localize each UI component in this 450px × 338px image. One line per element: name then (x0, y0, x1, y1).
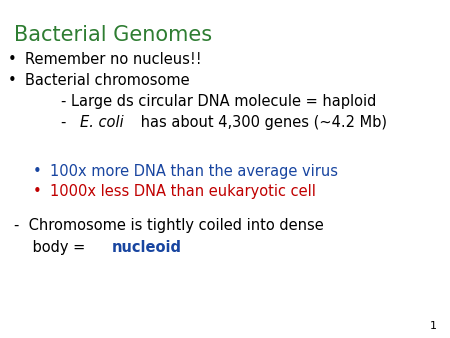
Text: 1000x less DNA than eukaryotic cell: 1000x less DNA than eukaryotic cell (50, 184, 315, 199)
Text: E. coli: E. coli (80, 115, 123, 130)
Text: - Large ds circular DNA molecule = haploid: - Large ds circular DNA molecule = haplo… (61, 94, 376, 109)
Text: Remember no nucleus!!: Remember no nucleus!! (25, 52, 202, 67)
Text: •: • (32, 184, 41, 199)
Text: body =: body = (14, 240, 90, 255)
Text: 1: 1 (429, 321, 436, 331)
Text: -  Chromosome is tightly coiled into dense: - Chromosome is tightly coiled into dens… (14, 218, 323, 233)
Text: Bacterial Genomes: Bacterial Genomes (14, 25, 211, 45)
Text: •: • (8, 52, 17, 67)
Text: has about 4,300 genes (~4.2 Mb): has about 4,300 genes (~4.2 Mb) (136, 115, 387, 130)
Text: •: • (8, 73, 17, 88)
Text: 100x more DNA than the average virus: 100x more DNA than the average virus (50, 164, 338, 179)
Text: nucleoid: nucleoid (112, 240, 181, 255)
Text: Bacterial chromosome: Bacterial chromosome (25, 73, 189, 88)
Text: •: • (32, 164, 41, 179)
Text: -: - (61, 115, 76, 130)
